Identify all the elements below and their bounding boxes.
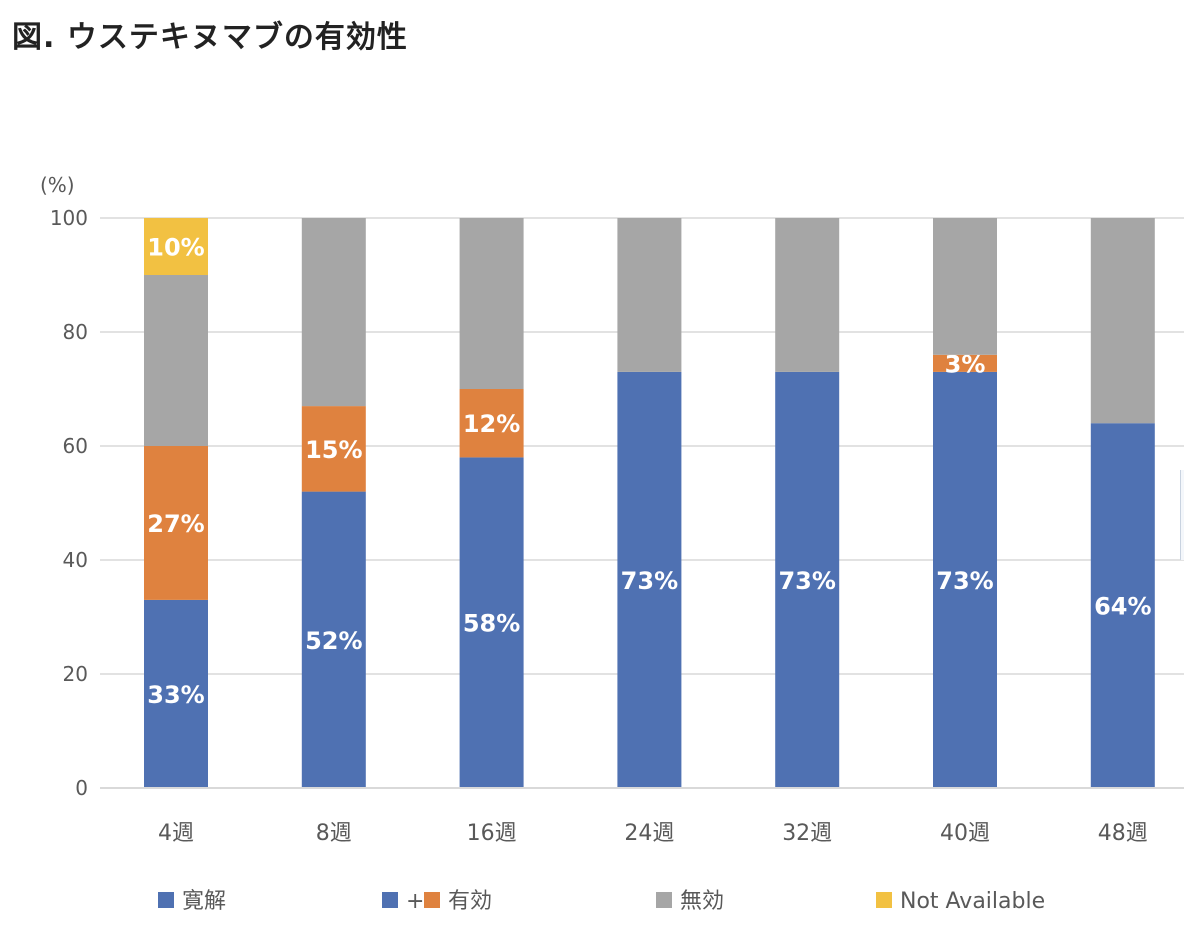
legend-label: 有効	[448, 889, 492, 914]
bar-segment-寛解	[775, 371, 840, 788]
x-tick-label: 48週	[1098, 821, 1148, 846]
bars: 33% 27% 10% 52% 15% 58% 12% 73% 73% 73% 3% 64%	[144, 218, 1155, 788]
legend-joiner: +	[406, 889, 424, 914]
side-panel-edge	[1180, 470, 1184, 560]
bar-segment-寛解	[459, 457, 524, 788]
x-tick-label: 32週	[782, 821, 832, 846]
y-tick-label: 100	[50, 206, 88, 230]
legend-label: 無効	[680, 889, 724, 914]
data-label: 15%	[305, 436, 362, 464]
legend-swatch	[158, 892, 174, 908]
x-tick-label: 16週	[467, 821, 517, 846]
bar-segment-無効	[144, 275, 208, 446]
bar-segment-寛解	[933, 371, 997, 788]
y-tick-label: 60	[63, 434, 88, 458]
legend-swatch	[876, 892, 892, 908]
data-label: 73%	[936, 567, 993, 595]
legend-swatch	[424, 892, 440, 908]
bar-segment-寛解	[617, 371, 682, 788]
bar-segment-無効	[933, 218, 997, 355]
data-label: 10%	[147, 234, 204, 262]
data-label: 27%	[147, 510, 204, 538]
x-tick-label: 40週	[940, 821, 990, 846]
legend: 寛解 + 有効 無効 Not Available	[158, 889, 1045, 914]
y-tick-label: 80	[63, 320, 88, 344]
data-label: 3%	[945, 350, 986, 378]
bar-segment-無効	[1090, 218, 1155, 424]
data-label: 73%	[621, 567, 678, 595]
legend-label: Not Available	[900, 889, 1045, 914]
bar-segment-無効	[459, 218, 524, 389]
x-tick-label: 8週	[316, 821, 352, 846]
data-label: 64%	[1094, 593, 1151, 621]
y-unit-label: (%)	[40, 173, 75, 197]
y-axis: 0 20 40 60 80 100 (%)	[40, 173, 88, 800]
data-label: 12%	[463, 410, 520, 438]
bar-segment-有効	[459, 389, 524, 458]
bar-segment-無効	[301, 218, 366, 407]
bar-segment-寛解	[301, 491, 366, 788]
y-tick-label: 40	[63, 548, 88, 572]
bar-segment-有効	[933, 354, 997, 372]
x-tick-label: 4週	[158, 821, 194, 846]
data-label: 58%	[463, 610, 520, 638]
bar-segment-無効	[775, 218, 840, 372]
data-label: 73%	[778, 567, 835, 595]
legend-swatch	[656, 892, 672, 908]
x-tick-label: 24週	[624, 821, 674, 846]
bar-segment-寛解	[144, 599, 208, 788]
x-axis: 4週 8週 16週 24週 32週 40週 48週	[100, 787, 1184, 846]
bar-segment-有効	[301, 406, 366, 492]
y-tick-label: 0	[75, 776, 88, 800]
bar-segment-有効	[144, 446, 208, 600]
y-tick-label: 20	[63, 662, 88, 686]
bar-segment-無効	[617, 218, 682, 372]
legend-label: 寛解	[182, 889, 226, 914]
data-label: 52%	[305, 627, 362, 655]
data-label: 33%	[147, 681, 204, 709]
bar-segment-寛解	[1090, 423, 1155, 788]
bar-segment-Not Available	[144, 218, 208, 275]
legend-swatch	[382, 892, 398, 908]
chart-title: 図. ウステキヌマブの有効性	[12, 20, 408, 55]
